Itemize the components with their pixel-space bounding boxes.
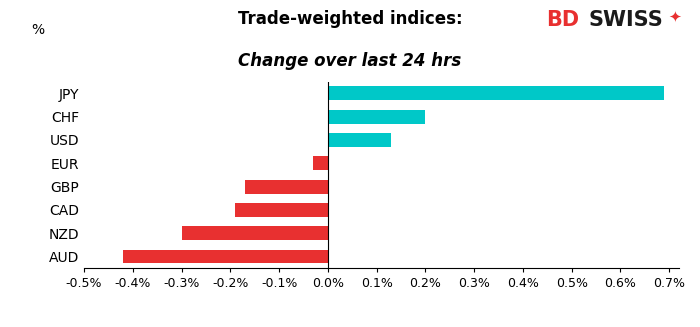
Bar [328, 110, 426, 124]
Text: %: % [32, 23, 45, 37]
Text: Change over last 24 hrs: Change over last 24 hrs [239, 52, 461, 70]
Bar [181, 226, 328, 240]
Bar [313, 156, 328, 170]
Text: BD: BD [546, 10, 579, 30]
Text: ✦: ✦ [668, 10, 681, 25]
Text: Trade-weighted indices:: Trade-weighted indices: [238, 10, 462, 28]
Bar [328, 86, 664, 100]
Bar [235, 203, 328, 217]
Bar [123, 250, 328, 264]
Bar [328, 133, 391, 147]
Text: SWISS: SWISS [588, 10, 663, 30]
Bar [245, 180, 328, 194]
